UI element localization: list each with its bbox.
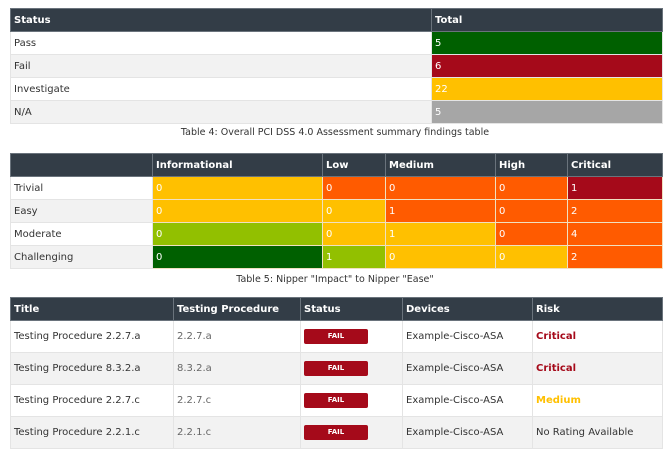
matrix-cell: 0 (322, 176, 386, 200)
table-row: Investigate 22 (10, 77, 663, 101)
matrix-cell: 1 (385, 199, 496, 223)
header-total: Total (431, 8, 663, 32)
header-testing-procedure: Testing Procedure (173, 297, 301, 321)
matrix-row: Easy 0 0 1 0 2 (10, 199, 663, 223)
device-cell: Example-Cisco-ASA (402, 416, 533, 449)
status-cell: FAIL (300, 384, 403, 417)
table-row: N/A 5 (10, 100, 663, 124)
title-cell: Testing Procedure 2.2.7.a (10, 320, 174, 353)
risk-cell: Critical (532, 320, 663, 353)
total-value: 5 (431, 100, 663, 124)
status-cell: FAIL (300, 352, 403, 385)
status-cell: FAIL (300, 416, 403, 449)
risk-cell: Medium (532, 384, 663, 417)
title-cell: Testing Procedure 2.2.7.c (10, 384, 174, 417)
status-label: Fail (10, 54, 432, 78)
fail-badge: FAIL (304, 329, 368, 344)
summary-findings-table: Status Total Pass 5 Fail 6 Investigate 22 N/A 5 (10, 8, 663, 124)
ease-label: Challenging (10, 245, 153, 269)
header-critical: Critical (567, 153, 663, 177)
header-blank (10, 153, 153, 177)
header-status: Status (300, 297, 403, 321)
header-status: Status (10, 8, 432, 32)
matrix-cell: 0 (152, 199, 323, 223)
matrix-cell: 0 (495, 199, 568, 223)
title-cell: Testing Procedure 2.2.1.c (10, 416, 174, 449)
table-row: Testing Procedure 2.2.7.c 2.2.7.c FAIL Exam… (10, 384, 663, 417)
matrix-cell: 1 (385, 222, 496, 246)
total-value: 5 (431, 31, 663, 55)
status-label: N/A (10, 100, 432, 124)
matrix-cell: 1 (322, 245, 386, 269)
title-cell: Testing Procedure 8.3.2.a (10, 352, 174, 385)
status-label: Pass (10, 31, 432, 55)
matrix-cell: 0 (495, 176, 568, 200)
table-5-caption: Table 5: Nipper "Impact" to Nipper "Ease… (236, 274, 434, 285)
matrix-cell: 0 (152, 245, 323, 269)
header-devices: Devices (402, 297, 533, 321)
fail-badge: FAIL (304, 393, 368, 408)
table-row: Testing Procedure 8.3.2.a 8.3.2.a FAIL Exam… (10, 352, 663, 385)
risk-cell: No Rating Available (532, 416, 663, 449)
device-cell: Example-Cisco-ASA (402, 384, 533, 417)
procedure-cell: 8.3.2.a (173, 352, 301, 385)
impact-ease-matrix: Informational Low Medium High Critical Trivi… (10, 153, 663, 269)
procedure-cell: 2.2.7.c (173, 384, 301, 417)
matrix-cell: 0 (385, 245, 496, 269)
matrix-cell: 0 (385, 176, 496, 200)
table-4-caption: Table 4: Overall PCI DSS 4.0 Assessment … (180, 127, 490, 138)
ease-label: Trivial (10, 176, 153, 200)
table-row: Testing Procedure 2.2.1.c 2.2.1.c FAIL Exam… (10, 416, 663, 449)
procedure-cell: 2.2.1.c (173, 416, 301, 449)
matrix-cell: 0 (152, 222, 323, 246)
matrix-row: Moderate 0 0 1 0 4 (10, 222, 663, 246)
header-risk: Risk (532, 297, 663, 321)
testing-procedures-table: Title Testing Procedure Status Devices Risk … (10, 297, 663, 449)
matrix-cell: 0 (495, 222, 568, 246)
procedure-cell: 2.2.7.a (173, 320, 301, 353)
matrix-cell: 0 (495, 245, 568, 269)
table-row: Testing Procedure 2.2.7.a 2.2.7.a FAIL Exam… (10, 320, 663, 353)
matrix-cell: 0 (322, 222, 386, 246)
matrix-cell: 2 (567, 199, 663, 223)
matrix-row: Challenging 0 1 0 0 2 (10, 245, 663, 269)
fail-badge: FAIL (304, 425, 368, 440)
header-informational: Informational (152, 153, 323, 177)
header-low: Low (322, 153, 386, 177)
matrix-cell: 2 (567, 245, 663, 269)
ease-label: Moderate (10, 222, 153, 246)
header-title: Title (10, 297, 174, 321)
device-cell: Example-Cisco-ASA (402, 352, 533, 385)
risk-cell: Critical (532, 352, 663, 385)
total-value: 22 (431, 77, 663, 101)
table-row: Fail 6 (10, 54, 663, 78)
ease-label: Easy (10, 199, 153, 223)
matrix-row: Trivial 0 0 0 0 1 (10, 176, 663, 200)
device-cell: Example-Cisco-ASA (402, 320, 533, 353)
matrix-cell: 4 (567, 222, 663, 246)
matrix-cell: 0 (152, 176, 323, 200)
status-label: Investigate (10, 77, 432, 101)
total-value: 6 (431, 54, 663, 78)
matrix-cell: 1 (567, 176, 663, 200)
header-medium: Medium (385, 153, 496, 177)
status-cell: FAIL (300, 320, 403, 353)
fail-badge: FAIL (304, 361, 368, 376)
header-high: High (495, 153, 568, 177)
table-row: Pass 5 (10, 31, 663, 55)
matrix-cell: 0 (322, 199, 386, 223)
